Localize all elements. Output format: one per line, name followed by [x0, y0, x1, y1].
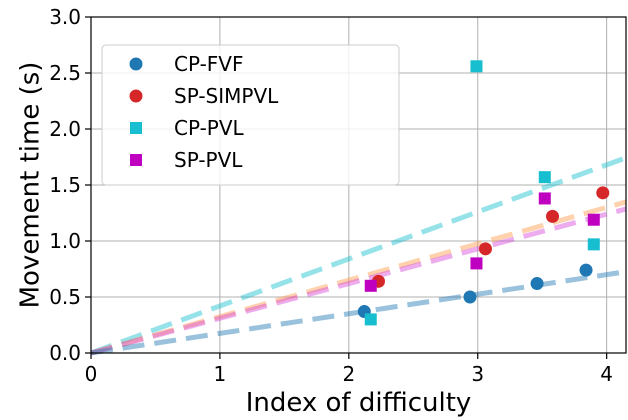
fit-line: [90, 155, 627, 356]
x-tick-label: 3: [471, 362, 484, 386]
x-tick-label: 2: [342, 362, 355, 386]
legend-marker: [130, 122, 142, 134]
y-tick-label: 1.5: [49, 173, 81, 197]
legend-label: SP-PVL: [174, 148, 243, 172]
data-point: [587, 238, 600, 251]
y-tick-label: 1.0: [49, 229, 81, 253]
data-point: [364, 313, 377, 326]
legend-label: SP-SIMPVL: [174, 84, 279, 108]
data-point: [530, 277, 544, 291]
data-point: [538, 171, 551, 184]
y-tick-label: 3.0: [49, 5, 81, 29]
y-tick-label: 2.5: [49, 61, 81, 85]
legend-label: CP-FVF: [174, 52, 244, 76]
y-tick-label: 0.5: [49, 285, 81, 309]
legend-marker: [129, 57, 143, 71]
y-axis-label: Movement time (s): [16, 62, 46, 309]
data-point: [470, 257, 483, 270]
data-point: [546, 209, 560, 223]
x-axis-label: Index of difficulty: [246, 388, 472, 418]
x-tick-label: 0: [85, 362, 98, 386]
legend-box: [101, 44, 400, 186]
x-tick-label: 4: [600, 362, 613, 386]
y-tick-label: 0.0: [49, 341, 81, 365]
axis-ticks: 0 1 2 3 4 0.0 0.5 1.0 1.5 2.0 2.5 3.0: [49, 5, 613, 386]
legend-label: CP-PVL: [174, 116, 245, 140]
data-point: [579, 263, 593, 277]
x-tick-label: 1: [214, 362, 227, 386]
data-point: [463, 290, 477, 304]
legend-marker: [130, 154, 142, 166]
legend-marker: [129, 89, 143, 103]
data-point: [538, 192, 551, 205]
data-point: [364, 279, 377, 292]
legend: CP-FVF SP-SIMPVL CP-PVL SP-PVL: [101, 44, 400, 186]
fit-lines: [90, 155, 627, 356]
fit-line: [90, 206, 627, 356]
fit-line: [90, 199, 627, 356]
y-tick-label: 2.0: [49, 117, 81, 141]
data-point: [587, 213, 600, 226]
data-point: [478, 242, 492, 256]
data-points: [357, 60, 610, 326]
data-point: [470, 60, 483, 73]
data-point: [596, 186, 610, 200]
